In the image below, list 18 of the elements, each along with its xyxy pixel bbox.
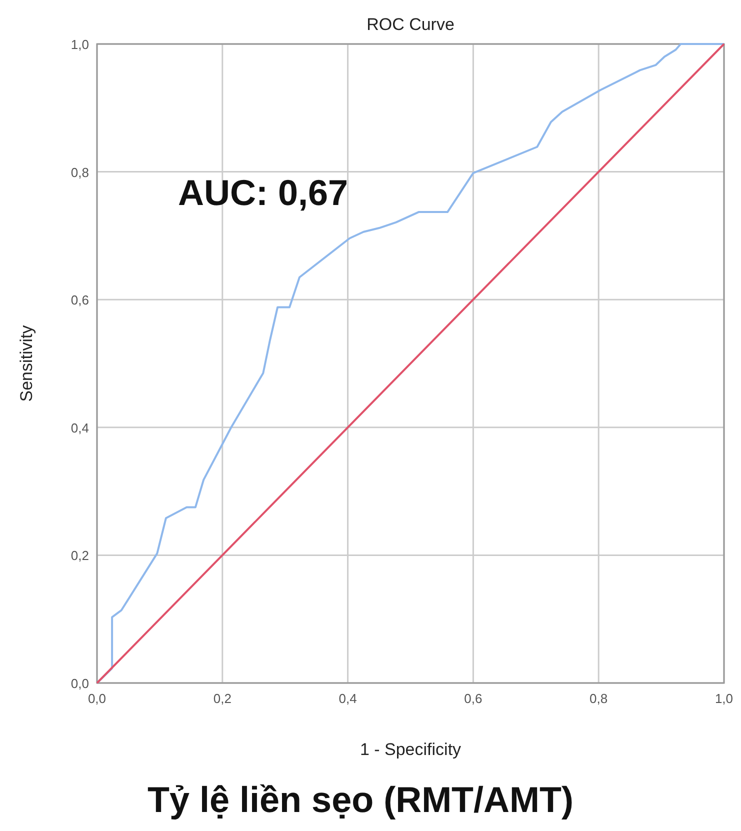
y-tick-label: 0,4 — [70, 420, 89, 436]
x-axis-title: 1 - Specificity — [360, 740, 462, 759]
x-tick-label: 0,0 — [88, 691, 106, 706]
annotation: AUC: 0,67 — [178, 172, 348, 213]
y-tick-label: 0,8 — [70, 164, 89, 180]
x-tick-label: 1,0 — [714, 691, 734, 706]
chart-title: ROC Curve — [366, 15, 454, 34]
x-tick-label: 0,6 — [464, 691, 482, 706]
y-tick-label: 1,0 — [70, 37, 89, 52]
y-tick-label: 0,6 — [70, 292, 89, 308]
text: Tỷ lệ liền sẹo (RMT/AMT) — [147, 779, 574, 820]
x-tick-label: 0,2 — [213, 691, 232, 706]
y-axis-title: Sensitivity — [17, 324, 36, 402]
x-tick-label: 0,4 — [338, 691, 357, 706]
y-tick-label: 0,2 — [70, 548, 89, 564]
line-series — [96, 43, 725, 684]
y-tick-label: 0,0 — [70, 676, 89, 691]
x-tick-label: 0,8 — [590, 691, 608, 706]
